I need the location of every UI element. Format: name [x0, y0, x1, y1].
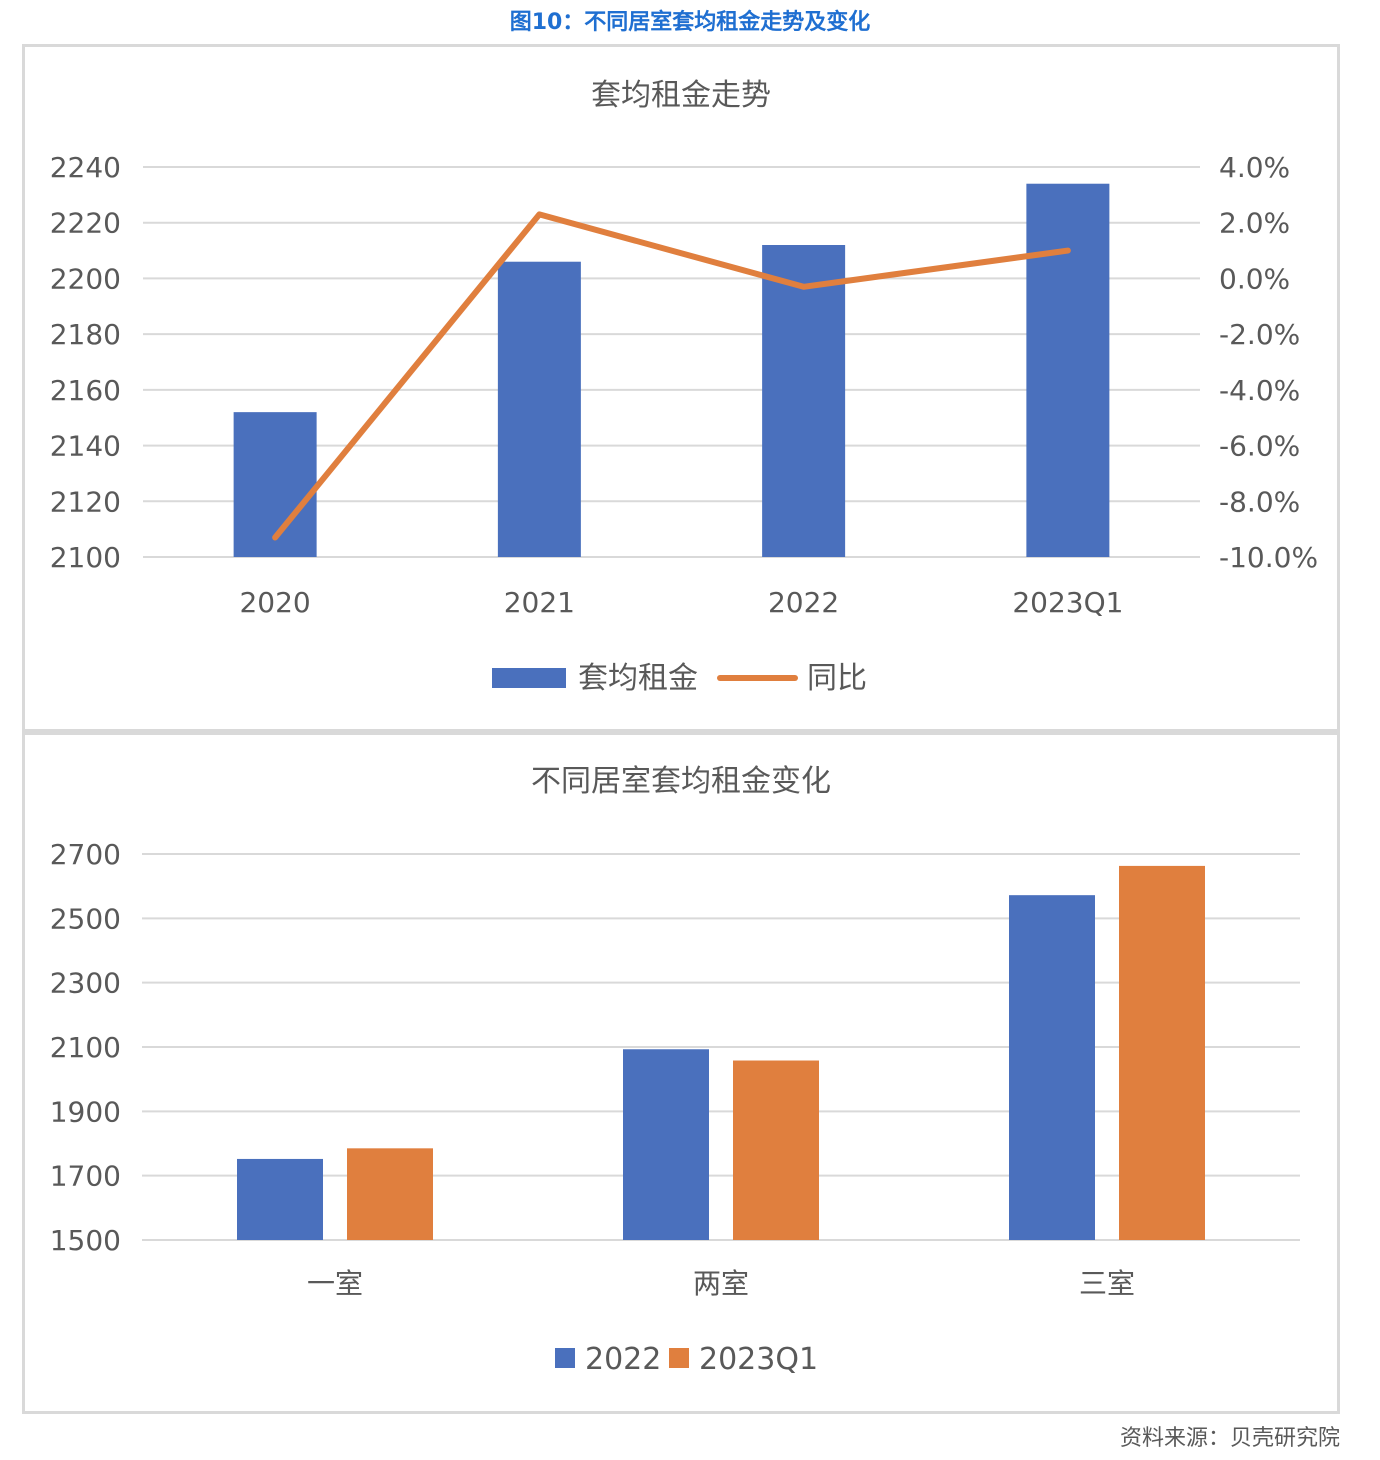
x-tick-label: 两室 [693, 1267, 749, 1300]
y2-tick-label: -4.0% [1219, 374, 1300, 407]
y-tick-label: 2160 [50, 374, 121, 407]
bar-三室-2023Q1 [1119, 865, 1205, 1240]
x-tick-label: 2020 [239, 586, 310, 619]
y2-tick-label: -2.0% [1219, 318, 1300, 351]
rent-trend-chart: 套均租金走势 2100 2120 2140 2160 2180 2200 2220 2240 -1… [50, 78, 1318, 696]
y2-tick-label: 4.0% [1219, 151, 1290, 184]
y-tick-label: 1900 [50, 1095, 121, 1128]
y-tick-label: 2100 [50, 541, 121, 574]
line-series-yoy [272, 211, 1071, 541]
chart-title: 不同居室套均租金变化 [531, 764, 831, 799]
bar-两室-2022 [623, 1049, 709, 1240]
figure-title: 图10：不同居室套均租金走势及变化 [509, 10, 871, 35]
y-tick-label: 2180 [50, 318, 121, 351]
bar-一室-2023Q1 [347, 1148, 433, 1240]
y2-tick-label: 2.0% [1219, 207, 1290, 240]
legend-label-rent: 套均租金 [578, 661, 698, 696]
y-tick-label: 1500 [50, 1224, 121, 1257]
legend-label-2023q1: 2023Q1 [699, 1342, 818, 1377]
x-tick-label: 2023Q1 [1012, 586, 1123, 619]
y2-tick-label: -6.0% [1219, 430, 1300, 463]
legend-swatch-2023q1 [669, 1348, 689, 1368]
bar-2022 [762, 245, 846, 557]
y-tick-label: 2700 [50, 838, 121, 871]
y-tick-label: 2300 [50, 967, 121, 1000]
y2-tick-label: 0.0% [1219, 262, 1290, 295]
bar-一室-2022 [237, 1158, 323, 1240]
y-tick-label: 2240 [50, 151, 121, 184]
y-tick-label: 2120 [50, 485, 121, 518]
room-type-chart: 不同居室套均租金变化 1500 1700 1900 2100 2300 2500 2700 一室… [50, 764, 1300, 1377]
x-tick-label: 一室 [307, 1267, 363, 1300]
bar-两室-2023Q1 [733, 1060, 819, 1240]
bar-2023Q1 [1026, 183, 1110, 557]
legend-label-yoy: 同比 [807, 661, 867, 696]
y-tick-label: 2100 [50, 1031, 121, 1064]
y-tick-label: 2200 [50, 262, 121, 295]
y-tick-label: 1700 [50, 1160, 121, 1193]
bar-2021 [497, 261, 581, 557]
legend-swatch-rent [492, 668, 566, 688]
chart-panel-rent-trend: 套均租金走势 2100 2120 2140 2160 2180 2200 2220 2240 -1… [22, 44, 1340, 732]
y-tick-label: 2140 [50, 430, 121, 463]
y-tick-label: 2500 [50, 902, 121, 935]
legend-label-2022: 2022 [585, 1342, 661, 1377]
y-tick-label: 2220 [50, 207, 121, 240]
legend-swatch-2022 [555, 1348, 575, 1368]
x-tick-label: 三室 [1079, 1267, 1135, 1300]
y2-tick-label: -8.0% [1219, 485, 1300, 518]
chart-title: 套均租金走势 [591, 78, 771, 113]
x-tick-label: 2022 [768, 586, 839, 619]
bar-三室-2022 [1009, 895, 1095, 1240]
x-tick-label: 2021 [504, 586, 575, 619]
y2-tick-label: -10.0% [1219, 541, 1318, 574]
chart-panel-room-types: 不同居室套均租金变化 1500 1700 1900 2100 2300 2500 2700 一室… [22, 732, 1340, 1414]
source-note: 资料来源：贝壳研究院 [1119, 1426, 1340, 1451]
